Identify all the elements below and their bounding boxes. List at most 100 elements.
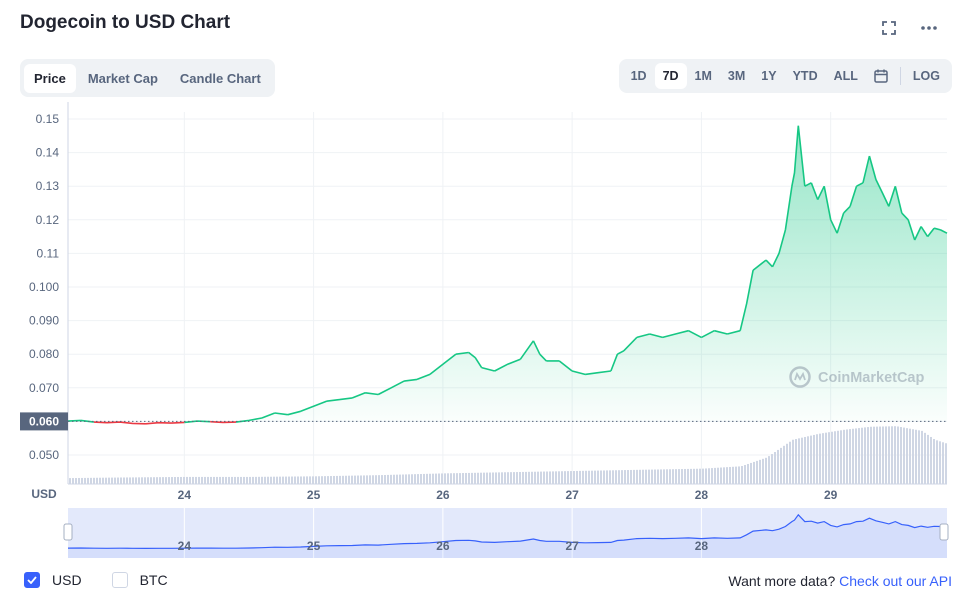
volume-bar: [696, 468, 698, 484]
price-chart[interactable]: 0.15 0.14 0.13 0.12 0.11 0.100 0.090 0.080 0.070…: [0, 0, 972, 560]
volume-bar: [162, 477, 164, 484]
volume-bar: [498, 472, 500, 484]
volume-bar: [198, 476, 200, 484]
navigator-ticks: 24 25 26 27 28: [178, 539, 709, 553]
range-1d[interactable]: 1D: [630, 69, 647, 83]
volume-bar: [816, 434, 818, 484]
page-title: Dogecoin to USD Chart: [20, 12, 231, 33]
log-toggle[interactable]: LOG: [912, 69, 940, 83]
volume-bar: [687, 468, 689, 484]
volume-bar: [756, 460, 758, 484]
volume-bar: [912, 429, 914, 484]
api-link[interactable]: Check out our API: [839, 573, 952, 589]
volume-bar: [819, 433, 821, 484]
navigator-right-handle[interactable]: [939, 523, 949, 541]
navigator-left-handle[interactable]: [63, 523, 73, 541]
volume-bar: [156, 477, 158, 484]
volume-bar: [351, 475, 353, 484]
range-navigator[interactable]: 24 25 26 27 28: [63, 508, 949, 558]
volume-bar: [573, 471, 575, 484]
volume-bar: [591, 470, 593, 484]
volume-bar: [540, 471, 542, 484]
x-tick-label: 25: [307, 488, 321, 502]
volume-bar: [564, 471, 566, 484]
volume-bar: [876, 426, 878, 484]
range-ytd[interactable]: YTD: [792, 69, 818, 83]
volume-bar: [774, 451, 776, 484]
volume-bar: [96, 477, 98, 484]
navigator-tick-label: 24: [178, 539, 192, 553]
navigator-tick-label: 25: [307, 539, 321, 553]
volume-bar: [714, 467, 716, 484]
tab-market-cap[interactable]: Market Cap: [87, 70, 158, 86]
volume-bar: [711, 468, 713, 484]
volume-bar: [126, 477, 128, 484]
range-3m[interactable]: 3M: [727, 69, 746, 83]
volume-bar: [609, 470, 611, 484]
x-axis-ticks: 24 25 26 27 28 29: [178, 488, 838, 502]
tab-price[interactable]: Price: [24, 63, 76, 93]
volume-bar: [285, 476, 287, 484]
volume-bar: [297, 476, 299, 484]
range-7d[interactable]: 7D: [654, 63, 687, 89]
volume-bar: [255, 476, 257, 484]
volume-bar: [333, 475, 335, 484]
volume-bar: [681, 469, 683, 484]
volume-bar: [621, 470, 623, 484]
calendar-icon[interactable]: [866, 64, 896, 88]
volume-bar: [666, 469, 668, 484]
volume-bar: [105, 477, 107, 484]
volume-bar: [432, 473, 434, 484]
volume-bar: [645, 469, 647, 484]
volume-bar: [945, 443, 947, 484]
volume-bar: [117, 477, 119, 484]
volume-bar: [108, 477, 110, 484]
volume-bar: [792, 439, 794, 484]
btc-checkbox[interactable]: [111, 572, 128, 588]
volume-bar: [387, 474, 389, 484]
volume-bar: [138, 477, 140, 484]
volume-bar: [426, 473, 428, 484]
volume-bar: [438, 473, 440, 484]
volume-bar: [462, 473, 464, 484]
volume-bar: [363, 475, 365, 484]
range-1m[interactable]: 1M: [694, 69, 712, 83]
y-tick-label: 0.070: [29, 381, 59, 395]
volume-bar: [594, 470, 596, 484]
volume-bar: [417, 474, 419, 484]
volume-bar: [399, 474, 401, 484]
volume-bar: [642, 469, 644, 484]
more-horizontal-icon[interactable]: [918, 17, 940, 39]
range-all[interactable]: ALL: [833, 69, 858, 83]
volume-bar: [276, 476, 278, 484]
volume-bar: [930, 436, 932, 484]
volume-bar: [570, 471, 572, 484]
volume-bar: [741, 466, 743, 484]
volume-bar: [507, 472, 509, 484]
volume-bar: [270, 476, 272, 484]
volume-bar: [366, 475, 368, 484]
volume-bar: [396, 474, 398, 484]
volume-bar: [858, 428, 860, 484]
range-1y[interactable]: 1Y: [761, 69, 777, 83]
api-prompt-text: Want more data?: [728, 573, 836, 589]
volume-bar: [348, 475, 350, 484]
volume-bar: [75, 478, 77, 484]
volume-bar: [783, 445, 785, 484]
volume-bar: [684, 468, 686, 484]
tab-candle-chart[interactable]: Candle Chart: [179, 70, 261, 86]
volume-bar: [471, 472, 473, 484]
volume-bar: [753, 461, 755, 484]
fullscreen-icon[interactable]: [878, 17, 900, 39]
volume-bar: [786, 443, 788, 484]
volume-bar: [822, 433, 824, 484]
volume-bar: [552, 471, 554, 484]
volume-bar: [840, 430, 842, 484]
x-tick-label: 24: [178, 488, 192, 502]
volume-bar: [141, 477, 143, 484]
volume-bar: [267, 476, 269, 484]
volume-bar: [513, 472, 515, 484]
volume-bar: [921, 430, 923, 484]
volume-bar: [525, 471, 527, 484]
usd-checkbox[interactable]: [24, 572, 40, 588]
